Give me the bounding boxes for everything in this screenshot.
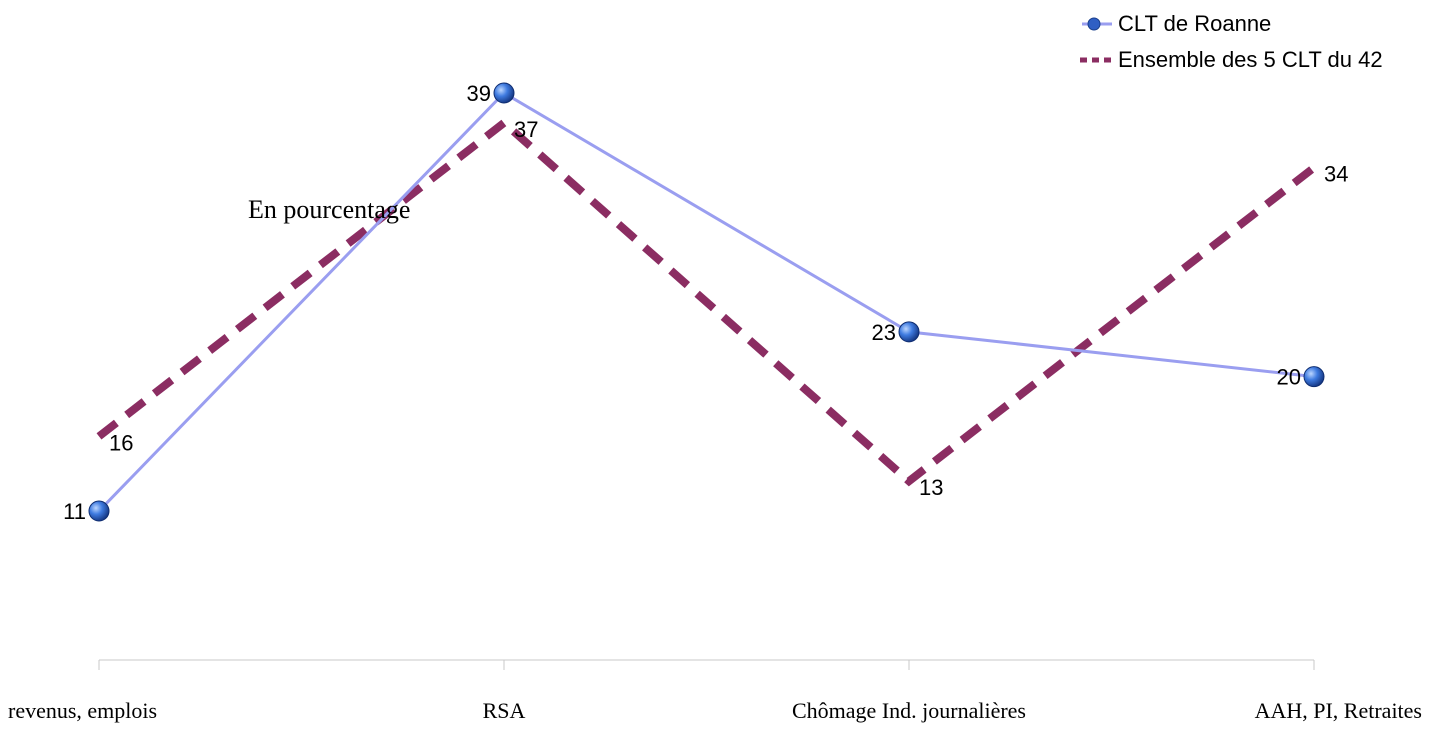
series-1-marker: [493, 82, 515, 104]
series-1-marker: [88, 500, 110, 522]
series-2-data-label: 34: [1324, 162, 1348, 187]
series-1-data-label: 11: [63, 499, 86, 524]
x-tick-label: RSA: [483, 698, 526, 723]
legend-label-series-1: CLT de Roanne: [1118, 11, 1272, 36]
series-1-line: [97, 91, 1315, 513]
legend-label-series-2: Ensemble des 5 CLT du 42: [1118, 47, 1383, 72]
legend-marker-series-1: [1082, 17, 1112, 31]
x-tick-label: Chômage Ind. journalières: [792, 698, 1026, 723]
series-1-data-label: 20: [1277, 365, 1301, 390]
series-2-data-label: 37: [514, 117, 538, 142]
legend-marker-series-2: [1080, 57, 1114, 63]
chart-annotation: En pourcentage: [248, 195, 411, 224]
x-tick-label: AAH, PI, Retraites: [1255, 698, 1422, 723]
series-2-line: [96, 117, 1317, 487]
series-2-data-label: 13: [919, 475, 943, 500]
series-1-marker: [1303, 366, 1325, 388]
x-tick-label: revenus, emplois: [8, 698, 157, 723]
legend-item-series-1: CLT de Roanne: [1080, 6, 1383, 42]
series-2-data-label: 16: [109, 430, 133, 455]
series-1-data-label: 23: [872, 320, 896, 345]
series-1-marker: [898, 321, 920, 343]
chart-legend: CLT de Roanne Ensemble des 5 CLT du 42: [1080, 6, 1383, 78]
legend-item-series-2: Ensemble des 5 CLT du 42: [1080, 42, 1383, 78]
series-1-data-label: 39: [467, 81, 491, 106]
